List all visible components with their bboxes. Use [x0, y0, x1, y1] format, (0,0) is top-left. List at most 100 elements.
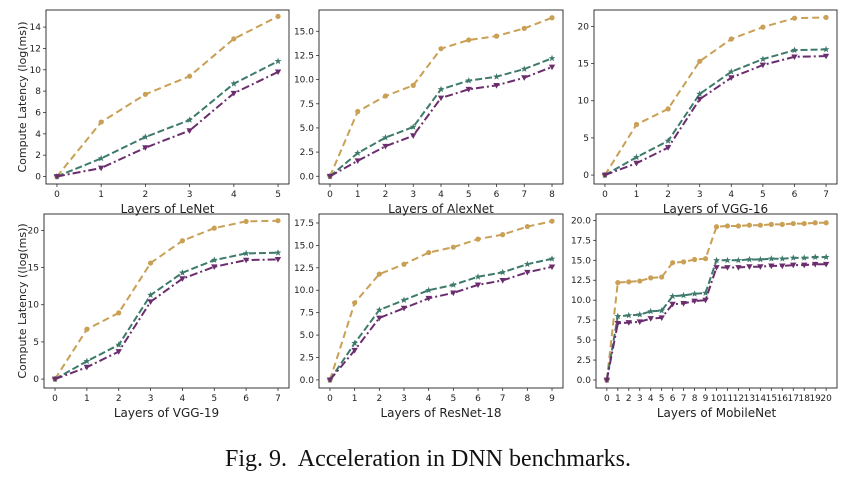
series-a-point [382, 93, 389, 99]
series-b-point [115, 341, 123, 348]
y-tick-label: 17.5 [571, 236, 591, 246]
series-a-point [98, 119, 104, 125]
y-tick-label: 5.0 [300, 124, 315, 134]
series-c-point [186, 128, 193, 134]
series-b-point [680, 291, 687, 299]
x-tick-label: 2 [665, 190, 671, 200]
series-a-point [275, 13, 281, 20]
x-tick-label: 7 [275, 394, 281, 404]
y-tick-label: 2.5 [577, 356, 591, 366]
series-b-point [633, 153, 640, 161]
series-c-point [51, 376, 59, 383]
x-tick-label: 4 [426, 394, 432, 404]
series-a-point [728, 36, 734, 42]
series-c-point [724, 265, 731, 271]
series-a-point [724, 223, 731, 229]
series-c-line [329, 265, 553, 381]
series-c-point [702, 297, 709, 304]
series-c-point [493, 83, 500, 89]
series-a-point [823, 220, 829, 226]
series-b-point [242, 249, 250, 257]
x-axis-label: Layers of AlexNet [388, 202, 494, 216]
y-tick-label: 5 [33, 338, 39, 348]
series-a-point [697, 58, 703, 64]
series-a-point [179, 238, 186, 244]
series-c-point [614, 320, 622, 327]
y-tick-label: 2.5 [300, 354, 314, 364]
series-c-point [691, 298, 698, 305]
x-tick-label: 2 [383, 190, 389, 200]
x-tick-label: 8 [549, 190, 555, 200]
y-tick-label: 15 [28, 264, 39, 274]
series-b-point [767, 255, 775, 262]
series-a-point [801, 220, 807, 227]
series-c-point [768, 263, 775, 270]
series-b-point [778, 255, 786, 262]
series-b-point [493, 73, 500, 80]
series-a-point [187, 73, 193, 79]
x-tick-label: 13 [744, 394, 755, 404]
series-a-point [648, 275, 654, 281]
x-tick-label: 3 [410, 190, 416, 200]
series-c-line [54, 258, 279, 381]
x-tick-label: 17 [788, 394, 799, 404]
series-a-line [56, 15, 279, 178]
y-tick-label: 17.5 [294, 219, 314, 229]
x-tick-label: 14 [755, 394, 767, 404]
series-c-point [521, 75, 528, 81]
y-tick-label: 10.0 [294, 286, 314, 296]
series-c-point [474, 282, 482, 289]
x-tick-label: 11 [722, 394, 733, 404]
y-tick-label: 0 [35, 173, 41, 183]
series-c-point [499, 277, 506, 284]
series-b-point [210, 256, 218, 263]
x-tick-label: 1 [355, 190, 361, 200]
x-tick-label: 5 [760, 190, 766, 200]
x-tick-label: 2 [626, 394, 632, 404]
series-b-point [658, 307, 666, 314]
series-b-point [351, 339, 359, 347]
series-c-point [680, 300, 687, 307]
series-b-point [614, 312, 622, 320]
series-a-point [275, 218, 281, 224]
x-tick-label: 6 [792, 190, 798, 200]
x-tick-label: 7 [823, 190, 829, 200]
series-c-point [400, 305, 408, 312]
series-b-point [274, 57, 282, 65]
series-c-point [633, 160, 640, 167]
y-axis-label: Compute Latency (log(ms)) [16, 21, 29, 172]
series-c-point [746, 264, 753, 270]
y-tick-label: 5 [583, 134, 589, 144]
series-b-point [696, 90, 704, 97]
y-tick-label: 10 [30, 66, 42, 76]
x-tick-label: 4 [180, 394, 186, 404]
series-c-point [524, 269, 531, 276]
y-tick-label: 0 [33, 375, 39, 385]
series-a-point [681, 259, 687, 265]
plot-frame [318, 213, 564, 389]
series-a-point [355, 108, 361, 115]
series-a-point [659, 274, 665, 280]
plot-frame [45, 9, 290, 185]
series-c-point [696, 96, 703, 103]
series-b-point [822, 253, 830, 260]
series-b-point [791, 46, 798, 54]
series-c-point [97, 165, 105, 172]
series-b-point [800, 254, 808, 261]
series-b-point [449, 281, 457, 288]
series-a-line [605, 221, 827, 381]
y-tick-label: 10.0 [571, 296, 591, 306]
series-b-point [499, 268, 507, 276]
plot-frame [595, 213, 838, 389]
series-c-point [801, 262, 808, 269]
x-tick-label: 9 [549, 394, 555, 404]
series-a-line [329, 220, 553, 381]
x-tick-label: 0 [327, 190, 333, 200]
series-a-point [426, 249, 432, 256]
x-tick-label: 5 [211, 394, 217, 404]
series-a-line [54, 219, 279, 380]
x-tick-label: 2 [143, 190, 149, 200]
y-tick-label: 10.0 [294, 76, 314, 86]
chart-panel-6: 0.02.55.07.510.012.515.017.520.00 1 2 3 4 5 6 7… [571, 213, 838, 420]
series-b-point [179, 269, 186, 276]
